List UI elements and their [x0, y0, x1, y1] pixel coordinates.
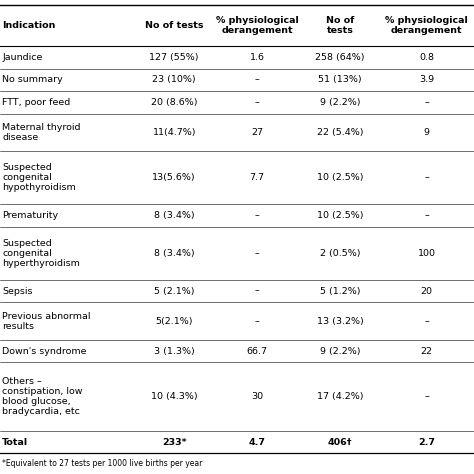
- Text: –: –: [424, 211, 429, 220]
- Text: –: –: [424, 392, 429, 401]
- Text: 5(2.1%): 5(2.1%): [155, 317, 193, 326]
- Text: Total: Total: [2, 438, 28, 447]
- Text: Suspected
congenital
hyperthyroidism: Suspected congenital hyperthyroidism: [2, 239, 80, 268]
- Text: 10 (2.5%): 10 (2.5%): [317, 173, 364, 182]
- Text: 100: 100: [418, 249, 436, 258]
- Text: Maternal thyroid
disease: Maternal thyroid disease: [2, 123, 81, 142]
- Text: –: –: [255, 75, 260, 84]
- Text: –: –: [255, 98, 260, 107]
- Text: 27: 27: [251, 128, 263, 137]
- Text: Jaundice: Jaundice: [2, 53, 43, 62]
- Text: % physiological
derangement: % physiological derangement: [385, 16, 468, 35]
- Text: 0.8: 0.8: [419, 53, 434, 62]
- Text: –: –: [424, 173, 429, 182]
- Text: 2.7: 2.7: [418, 438, 435, 447]
- Text: 8 (3.4%): 8 (3.4%): [154, 211, 194, 220]
- Text: 51 (13%): 51 (13%): [318, 75, 362, 84]
- Text: 20: 20: [420, 287, 433, 295]
- Text: Previous abnormal
results: Previous abnormal results: [2, 311, 91, 331]
- Text: 3 (1.3%): 3 (1.3%): [154, 347, 194, 356]
- Text: 10 (4.3%): 10 (4.3%): [151, 392, 198, 401]
- Text: Indication: Indication: [2, 21, 56, 30]
- Text: Suspected
congenital
hypothyroidism: Suspected congenital hypothyroidism: [2, 163, 76, 192]
- Text: No of tests: No of tests: [145, 21, 203, 30]
- Text: 13(5.6%): 13(5.6%): [152, 173, 196, 182]
- Text: –: –: [424, 98, 429, 107]
- Text: 9: 9: [424, 128, 429, 137]
- Text: 13 (3.2%): 13 (3.2%): [317, 317, 364, 326]
- Text: 22: 22: [420, 347, 433, 356]
- Text: 2 (0.5%): 2 (0.5%): [320, 249, 360, 258]
- Text: 5 (1.2%): 5 (1.2%): [320, 287, 360, 295]
- Text: 9 (2.2%): 9 (2.2%): [320, 347, 360, 356]
- Text: –: –: [255, 211, 260, 220]
- Text: 17 (4.2%): 17 (4.2%): [317, 392, 364, 401]
- Text: 9 (2.2%): 9 (2.2%): [320, 98, 360, 107]
- Text: 233*: 233*: [162, 438, 186, 447]
- Text: % physiological
derangement: % physiological derangement: [216, 16, 299, 35]
- Text: 4.7: 4.7: [249, 438, 265, 447]
- Text: 11(4.7%): 11(4.7%): [153, 128, 196, 137]
- Text: FTT, poor feed: FTT, poor feed: [2, 98, 71, 107]
- Text: No summary: No summary: [2, 75, 63, 84]
- Text: –: –: [255, 249, 260, 258]
- Text: Sepsis: Sepsis: [2, 287, 33, 295]
- Text: No of
tests: No of tests: [326, 16, 354, 35]
- Text: Prematurity: Prematurity: [2, 211, 58, 220]
- Text: –: –: [424, 317, 429, 326]
- Text: 22 (5.4%): 22 (5.4%): [317, 128, 364, 137]
- Text: 7.7: 7.7: [250, 173, 264, 182]
- Text: Down's syndrome: Down's syndrome: [2, 347, 87, 356]
- Text: –: –: [255, 317, 260, 326]
- Text: *Equivalent to 27 tests per 1000 live births per year: *Equivalent to 27 tests per 1000 live bi…: [2, 459, 203, 468]
- Text: 8 (3.4%): 8 (3.4%): [154, 249, 194, 258]
- Text: 1.6: 1.6: [250, 53, 264, 62]
- Text: 30: 30: [251, 392, 263, 401]
- Text: 66.7: 66.7: [246, 347, 268, 356]
- Text: 20 (8.6%): 20 (8.6%): [151, 98, 198, 107]
- Text: 23 (10%): 23 (10%): [152, 75, 196, 84]
- Text: 5 (2.1%): 5 (2.1%): [154, 287, 194, 295]
- Text: 127 (55%): 127 (55%): [149, 53, 199, 62]
- Text: 406†: 406†: [328, 438, 352, 447]
- Text: 10 (2.5%): 10 (2.5%): [317, 211, 364, 220]
- Text: 3.9: 3.9: [419, 75, 434, 84]
- Text: 258 (64%): 258 (64%): [315, 53, 365, 62]
- Text: Others –
constipation, low
blood glucose,
bradycardia, etc: Others – constipation, low blood glucose…: [2, 377, 83, 416]
- Text: –: –: [255, 287, 260, 295]
